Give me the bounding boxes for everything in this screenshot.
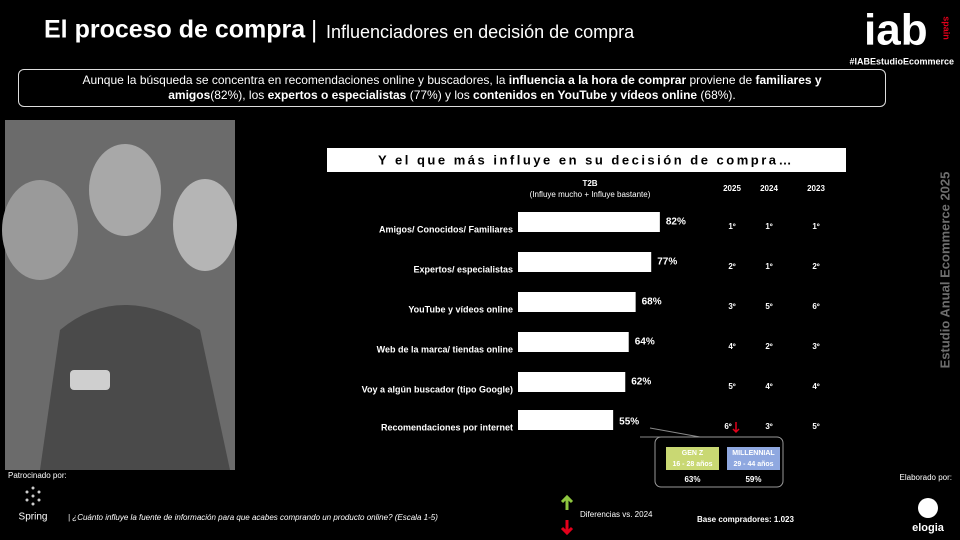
summary-box: Aunque la búsqueda se concentra en recom… bbox=[18, 69, 886, 107]
maker-icon bbox=[918, 498, 938, 518]
made-by-label: Elaborado por: bbox=[900, 473, 952, 482]
summary-text: contenidos en YouTube y vídeos online bbox=[473, 88, 698, 102]
rank-cell: 2º bbox=[765, 342, 772, 351]
rank-cell: 3º bbox=[812, 342, 819, 351]
chart-title-box bbox=[327, 148, 846, 172]
rank-cell: 6º bbox=[812, 302, 819, 311]
sponsor: Spring bbox=[19, 512, 48, 523]
value-label: 64% bbox=[635, 337, 655, 348]
segment-value: 63% bbox=[684, 475, 700, 484]
category-label: Voy a algún buscador (tipo Google) bbox=[362, 384, 513, 394]
rank-cell: 4º bbox=[728, 342, 735, 351]
callout-pointer bbox=[640, 427, 701, 438]
bar bbox=[518, 372, 626, 392]
value-label: 55% bbox=[619, 417, 639, 428]
rank-cell: 2º bbox=[728, 262, 735, 271]
side-label: Estudio Anual Ecommerce 2025 bbox=[937, 172, 952, 369]
rank-cell: 2º bbox=[812, 262, 819, 271]
summary-text: proviene de bbox=[686, 73, 756, 87]
category-label: Amigos/ Conocidos/ Familiares bbox=[379, 224, 513, 234]
rank-cell: 1º bbox=[765, 262, 772, 271]
segment-age: 29 - 44 años bbox=[733, 461, 773, 468]
rank-column-header: 2023 bbox=[807, 184, 825, 193]
sponsor-label: Patrocinado por: bbox=[8, 471, 67, 480]
rank-column-header: 2024 bbox=[760, 184, 778, 193]
segment-box bbox=[727, 447, 780, 470]
rank-cell: 1º bbox=[812, 222, 819, 231]
segment-name: GEN Z bbox=[682, 450, 704, 457]
legend-note: Diferencias vs. 2024 bbox=[580, 510, 653, 519]
title: El proceso de compra bbox=[44, 16, 306, 44]
category-label: Recomendaciones por internet bbox=[381, 422, 513, 432]
brand-logo-sub: spain bbox=[942, 16, 952, 40]
summary-text: influencia a la hora de comprar bbox=[508, 73, 687, 87]
maker: elogia bbox=[912, 522, 945, 534]
subtitle: Influenciadores en decisión de compra bbox=[326, 22, 635, 42]
rank-cell: 6º bbox=[724, 422, 731, 431]
value-label: 82% bbox=[666, 217, 686, 228]
rank-cell: 5º bbox=[812, 422, 819, 431]
rank-cell: 5º bbox=[765, 302, 772, 311]
rank-column-header: 2025 bbox=[723, 184, 741, 193]
summary-text: Aunque la búsqueda se concentra en recom… bbox=[82, 73, 509, 87]
summary-text: (68%). bbox=[697, 88, 736, 102]
category-label: Expertos/ especialistas bbox=[413, 264, 513, 274]
bar bbox=[518, 212, 660, 232]
category-label: YouTube y vídeos online bbox=[408, 304, 513, 314]
hashtag: #IABEstudioEcommerce bbox=[849, 56, 954, 66]
down-arrow-legend bbox=[560, 520, 574, 536]
question: | ¿Cuánto influye la fuente de informaci… bbox=[68, 513, 438, 522]
value-label: 77% bbox=[657, 257, 677, 268]
sponsor-icon bbox=[25, 486, 41, 506]
axis-sublabel: (Influye mucho + Influye bastante) bbox=[530, 190, 651, 199]
photo bbox=[2, 120, 237, 470]
bar bbox=[518, 332, 629, 352]
segment-box bbox=[666, 447, 719, 470]
rank-cell: 1º bbox=[728, 222, 735, 231]
rank-cell: 4º bbox=[765, 382, 772, 391]
chart-title: Y el que más influye en su decisión de c… bbox=[378, 152, 794, 167]
base-note: Base compradores: 1.023 bbox=[697, 515, 794, 524]
rank-cell: 1º bbox=[765, 222, 772, 231]
segment-age: 16 - 28 años bbox=[672, 461, 712, 468]
summary-text: familiares y amigos bbox=[168, 73, 822, 102]
up-arrow-legend bbox=[560, 494, 574, 510]
segment-name: MILLENNIAL bbox=[732, 450, 775, 457]
value-label: 62% bbox=[631, 377, 651, 388]
summary-text: expertos o especialistas bbox=[267, 88, 407, 102]
rank-cell: 3º bbox=[765, 422, 772, 431]
value-label: 68% bbox=[642, 297, 662, 308]
title-separator: | bbox=[311, 16, 317, 43]
down-arrow bbox=[732, 422, 740, 434]
rank-cell: 4º bbox=[812, 382, 819, 391]
rank-cell: 3º bbox=[728, 302, 735, 311]
bar bbox=[518, 410, 614, 430]
brand-logo: iab bbox=[864, 6, 928, 55]
bar bbox=[518, 252, 652, 272]
rank-cell: 5º bbox=[728, 382, 735, 391]
summary-text: (77%) y los bbox=[406, 88, 474, 102]
bar bbox=[518, 292, 636, 312]
category-label: Web de la marca/ tiendas online bbox=[377, 344, 513, 354]
axis-label: T2B bbox=[582, 179, 597, 188]
segment-value: 59% bbox=[745, 475, 761, 484]
summary-text: (82%), los bbox=[210, 88, 268, 102]
